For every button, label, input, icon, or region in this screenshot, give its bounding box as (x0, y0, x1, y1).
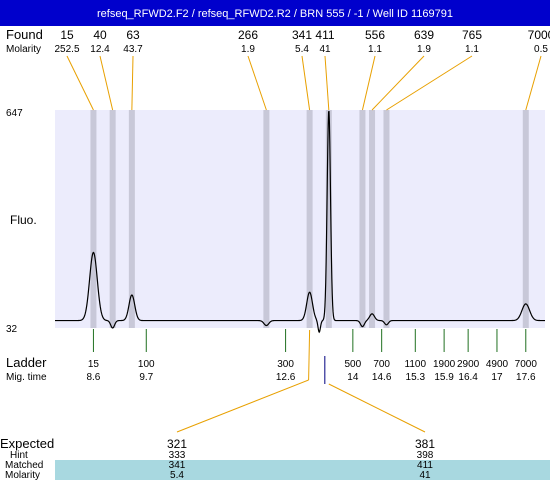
found-molarity-556: 1.1 (368, 44, 382, 55)
ladder-time-300: 12.6 (276, 372, 296, 383)
found-size-411: 411 (315, 28, 334, 42)
peak-band-40 (109, 110, 116, 328)
expected-size-381: 381 (415, 437, 435, 451)
ladder-time-700: 14.6 (372, 372, 392, 383)
found-label: Found (6, 27, 43, 42)
found-molarity-266: 1.9 (241, 44, 255, 55)
found-connector-15 (66, 55, 94, 111)
matched-size-381: 411 (417, 460, 433, 471)
found-size-266: 266 (238, 28, 258, 42)
peak-band-266 (263, 110, 270, 328)
found-size-341: 341 (292, 28, 312, 42)
ladder-time-1900: 15.9 (434, 372, 454, 383)
found-size-40: 40 (93, 28, 107, 42)
ladder-size-15: 15 (88, 359, 100, 370)
y-tick-bottom: 32 (6, 324, 18, 335)
ladder-time-100: 9.7 (139, 372, 153, 383)
found-molarity-411: 41 (319, 44, 331, 55)
hint-label: Hint (10, 450, 28, 461)
peak-band-639 (369, 110, 376, 328)
found-molarity-341: 5.4 (295, 44, 309, 55)
ladder-size-500: 500 (344, 359, 361, 370)
found-molarity-40: 12.4 (90, 44, 110, 55)
expected-connector-381 (328, 383, 426, 433)
peak-band-7000 (522, 110, 529, 328)
expected-label: Expected (0, 436, 54, 451)
expected-molarity-321: 5.4 (170, 470, 184, 480)
found-molarity-7000: 0.5 (534, 44, 548, 55)
matched-label: Matched (5, 460, 43, 471)
peak-band-765 (383, 110, 390, 328)
hint-size-321: 333 (169, 450, 186, 461)
found-connector-765 (386, 55, 473, 111)
ladder-label: Ladder (6, 355, 47, 370)
ladder-size-2900: 2900 (457, 359, 480, 370)
found-connector-63 (131, 55, 134, 111)
found-connector-341 (301, 55, 311, 111)
fluo-label: Fluo. (10, 213, 37, 227)
ladder-time-4900: 17 (491, 372, 503, 383)
ladder-size-4900: 4900 (486, 359, 509, 370)
found-molarity-63: 43.7 (123, 44, 143, 55)
peak-band-341 (306, 110, 313, 328)
ladder-time-7000: 17.6 (516, 372, 536, 383)
found-connector-411 (324, 55, 330, 111)
ladder-size-7000: 7000 (515, 359, 538, 370)
ladder-size-700: 700 (373, 359, 390, 370)
found-molarity-15: 252.5 (54, 44, 79, 55)
ladder-size-300: 300 (277, 359, 294, 370)
ladder-size-1900: 1900 (433, 359, 456, 370)
found-connector-7000 (525, 55, 542, 111)
ladder-time-15: 8.6 (86, 372, 100, 383)
found-connector-266 (247, 55, 267, 111)
found-molarity-639: 1.9 (417, 44, 431, 55)
matched-size-321: 341 (169, 460, 186, 471)
found-size-765: 765 (462, 28, 482, 42)
y-tick-top: 647 (6, 108, 23, 119)
ladder-time-500: 14 (347, 372, 359, 383)
molarity-row-label: Molarity (5, 470, 40, 480)
found-size-15: 15 (60, 28, 74, 42)
peak-band-411 (325, 110, 332, 328)
peak-band-15 (90, 110, 97, 328)
found-size-63: 63 (126, 28, 140, 42)
found-molarity-765: 1.1 (465, 44, 479, 55)
found-size-556: 556 (365, 28, 385, 42)
header-bar (0, 0, 550, 26)
expected-molarity-381: 41 (419, 470, 431, 480)
ladder-time-2900: 16.4 (458, 372, 478, 383)
found-size-7000: 7000 (528, 28, 550, 42)
expected-connector-321 (176, 379, 309, 433)
plot-area (55, 110, 545, 328)
found-connector-639 (371, 55, 425, 111)
peak-band-63 (128, 110, 135, 328)
fluorescence-trace (55, 110, 545, 334)
matched-row-highlight (55, 460, 550, 470)
ladder-time-1100: 15.3 (406, 372, 426, 383)
ladder-size-1100: 1100 (405, 359, 427, 370)
expected-connector-upper-321 (308, 329, 311, 381)
ladder-size-100: 100 (138, 359, 155, 370)
peak-band-556 (359, 110, 366, 328)
found-connector-556 (361, 55, 376, 111)
hint-size-381: 398 (417, 450, 434, 461)
molarity-label: Molarity (6, 44, 41, 55)
mig-time-label: Mig. time (6, 372, 47, 383)
expected-size-321: 321 (167, 437, 187, 451)
found-size-639: 639 (414, 28, 434, 42)
found-connector-40 (99, 55, 114, 111)
header-title: refseq_RFWD2.F2 / refseq_RFWD2.R2 / BRN … (97, 8, 453, 20)
molarity-row-highlight (55, 470, 550, 480)
